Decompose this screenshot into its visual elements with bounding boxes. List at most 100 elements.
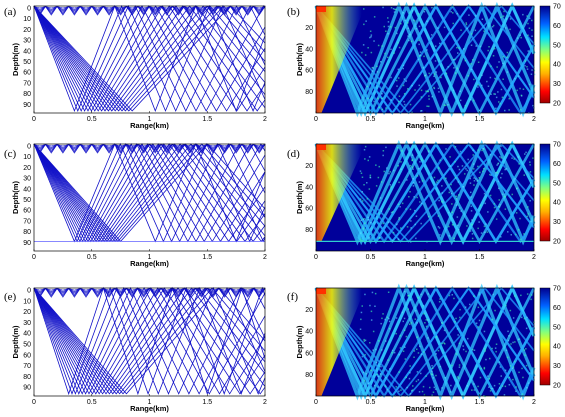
- ray-line: [33, 143, 266, 243]
- speckle: [507, 231, 509, 233]
- speckle: [498, 205, 500, 208]
- speckle: [360, 232, 362, 234]
- speckle: [453, 67, 455, 69]
- speckle: [376, 373, 378, 376]
- y-tick-label: 80: [23, 91, 31, 98]
- speckle: [376, 71, 379, 73]
- speckle: [494, 309, 496, 312]
- speckle: [370, 369, 372, 372]
- speckle: [498, 187, 500, 190]
- speckle: [427, 90, 430, 93]
- speckle: [530, 298, 532, 301]
- speckle: [373, 40, 375, 42]
- speckle: [458, 47, 460, 49]
- speckle: [421, 390, 424, 393]
- x-tick-label: 0.5: [366, 399, 376, 406]
- source-core: [316, 144, 326, 150]
- speckle: [364, 380, 366, 382]
- colorbar-tick-label: 40: [553, 62, 561, 69]
- speckle: [398, 181, 400, 184]
- speckle: [447, 104, 449, 106]
- speckle: [508, 376, 510, 379]
- speckle: [440, 76, 442, 79]
- speckle: [524, 354, 526, 356]
- speckle: [390, 211, 393, 214]
- speckle: [458, 364, 461, 366]
- speckle: [431, 394, 433, 396]
- speckle: [397, 68, 400, 71]
- speckle: [398, 390, 400, 392]
- speckle: [398, 46, 401, 49]
- speckle: [512, 378, 514, 381]
- speckle: [441, 387, 443, 389]
- speckle: [440, 241, 442, 243]
- speckle: [478, 292, 481, 294]
- colorbar-tick-label: 70: [553, 142, 561, 149]
- panel-d: 70 60 50 40 30 20 0 0.5 1 1.5 2 20 40 60 80 Range(km) De…: [287, 139, 561, 268]
- speckle: [504, 168, 506, 171]
- speckle: [501, 96, 504, 99]
- speckle: [456, 328, 459, 330]
- x-axis-title: Range(km): [406, 259, 445, 268]
- speckle: [433, 176, 436, 179]
- speckle: [418, 25, 421, 28]
- speckle: [451, 211, 453, 213]
- speckle: [483, 168, 485, 170]
- speckle: [420, 353, 423, 355]
- speckle: [407, 22, 409, 24]
- speckle: [420, 96, 423, 98]
- speckle: [412, 182, 415, 184]
- speckle: [367, 216, 369, 219]
- speckle: [406, 179, 408, 181]
- speckle: [415, 215, 418, 217]
- speckle: [509, 28, 511, 31]
- speckle: [425, 375, 427, 377]
- surface-ray: [33, 143, 266, 154]
- speckle: [461, 393, 463, 396]
- speckle: [475, 322, 478, 324]
- ray-line: [33, 4, 266, 113]
- speckle: [526, 316, 528, 319]
- speckle: [434, 60, 437, 62]
- speckle: [420, 372, 422, 375]
- speckle: [362, 218, 365, 221]
- speckle: [526, 68, 529, 70]
- speckle: [372, 349, 374, 351]
- speckle: [377, 386, 379, 388]
- speckle: [359, 238, 362, 240]
- speckle: [505, 304, 507, 307]
- speckle: [433, 75, 435, 77]
- speckle: [464, 173, 466, 175]
- speckle: [427, 151, 430, 153]
- speckle: [514, 295, 516, 297]
- speckle: [474, 29, 477, 32]
- speckle: [483, 368, 486, 370]
- speckle: [473, 177, 475, 179]
- speckle: [367, 218, 369, 221]
- speckle: [373, 384, 376, 387]
- speckle: [433, 86, 435, 89]
- speckle: [432, 391, 435, 393]
- speckle: [531, 69, 533, 71]
- speckle: [380, 322, 382, 325]
- speckle: [380, 365, 382, 368]
- speckle: [481, 84, 483, 87]
- speckle: [381, 108, 384, 111]
- speckle: [529, 200, 531, 202]
- x-tick-label: 0.5: [366, 116, 376, 123]
- speckle: [426, 105, 428, 107]
- speckle: [506, 356, 509, 359]
- speckle: [413, 350, 416, 352]
- speckle: [420, 89, 423, 92]
- speckle: [452, 89, 455, 92]
- speckle: [422, 385, 425, 388]
- speckle: [361, 305, 363, 307]
- speckle: [383, 25, 385, 28]
- speckle: [495, 172, 497, 174]
- speckle: [524, 60, 527, 62]
- speckle: [388, 317, 390, 320]
- speckle: [497, 163, 499, 165]
- ray-line: [33, 143, 266, 243]
- speckle: [438, 199, 440, 202]
- speckle: [515, 233, 517, 236]
